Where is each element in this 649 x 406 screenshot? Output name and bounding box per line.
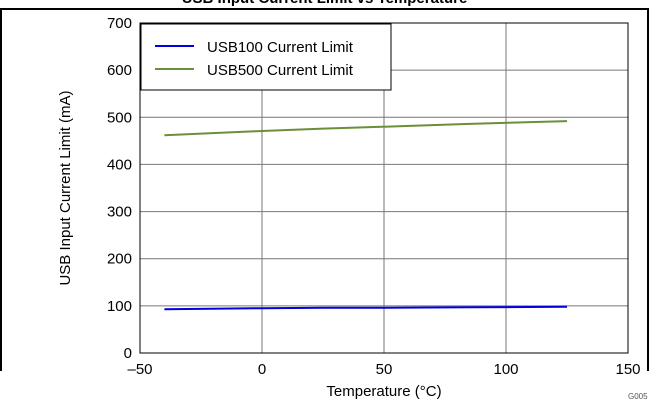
series-layer — [164, 120, 568, 311]
y-tick-label: 0 — [124, 345, 132, 362]
x-tick-label: 0 — [258, 361, 266, 378]
plot-border — [139, 22, 629, 354]
y-tick-label: 700 — [107, 15, 132, 32]
y-tick-label: 300 — [107, 204, 132, 221]
x-tick-label: 100 — [493, 361, 518, 378]
grid-layer — [140, 23, 628, 353]
page-title: USB Input Current Limit vs Temperature — [0, 0, 649, 10]
y-tick-label: 500 — [107, 109, 132, 126]
y-tick-label: 100 — [107, 298, 132, 315]
figure-code: G005 — [628, 392, 648, 401]
legend-label-usb500: USB500 Current Limit — [207, 62, 354, 79]
series-line-usb500 — [164, 120, 568, 137]
legend: USB100 Current Limit USB500 Current Limi… — [140, 23, 392, 91]
y-axis-title: USB Input Current Limit (mA) — [57, 90, 74, 285]
y-tick-label: 600 — [107, 62, 132, 79]
x-tick-label: 50 — [376, 361, 393, 378]
x-axis-title: Temperature (°C) — [326, 383, 441, 400]
x-tick-label: –50 — [127, 361, 152, 378]
y-tick-label: 400 — [107, 156, 132, 173]
legend-box — [140, 23, 392, 91]
legend-label-usb100: USB100 Current Limit — [207, 39, 354, 56]
series-line-usb100 — [164, 305, 568, 311]
x-tick-label: 150 — [615, 361, 640, 378]
y-tick-label: 200 — [107, 251, 132, 268]
